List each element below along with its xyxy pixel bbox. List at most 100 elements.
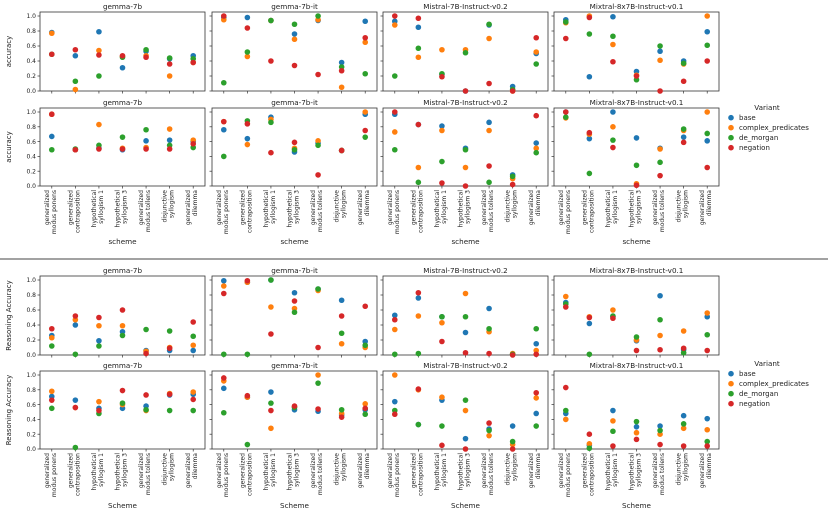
panel-2-1: gemma-7b 0.0 0.2 0.4 0.6 0.8 1.0: [26, 266, 206, 359]
point-base: [486, 119, 492, 126]
point-negation: [72, 313, 79, 319]
x-tick-label: hypothetical: [91, 190, 98, 228]
figure-2: gemma-7b 0.0 0.2 0.4 0.6 0.8 1.0 gemma-7b-it Mis…: [5, 266, 809, 510]
x-tick-label: disjunctive: [676, 453, 683, 486]
x-tick-label: contraposition: [417, 190, 424, 233]
x-tick-label: modus ponens: [565, 453, 572, 497]
x-tick-label: syllogism 1: [270, 453, 277, 487]
point-base: [633, 135, 640, 141]
point-de-morgan: [220, 409, 227, 416]
point-negation: [268, 149, 274, 156]
point-negation: [362, 405, 369, 412]
legend-marker-negation: [728, 144, 734, 151]
x-tick-label: syllogism 1: [270, 190, 277, 224]
point-complex-predicates: [680, 425, 687, 432]
point-de-morgan: [680, 349, 687, 356]
point-negation: [680, 139, 687, 146]
legend-marker-negation: [728, 400, 734, 407]
point-base: [291, 31, 298, 37]
y-tick-label: 1.0: [26, 372, 36, 379]
point-complex-predicates: [439, 319, 445, 326]
point-negation: [439, 338, 445, 345]
point-complex-predicates: [586, 441, 593, 447]
point-negation: [680, 443, 687, 449]
y-tick-label: 0.4: [26, 417, 36, 424]
point-complex-predicates: [439, 46, 445, 53]
panel-2-4: Mixtral-8x7B-Instruct-v0.1: [551, 266, 720, 358]
point-complex-predicates: [190, 389, 197, 395]
x-tick-label: syllogism 1: [441, 190, 448, 224]
x-tick-label: disjunctive: [676, 190, 683, 223]
point-negation: [680, 345, 687, 352]
x-tick-label: generalized: [310, 190, 317, 225]
x-tick-label: dilemma: [706, 190, 713, 217]
point-de-morgan: [268, 400, 274, 406]
point-base: [486, 305, 492, 312]
x-tick-label: generalized: [387, 453, 394, 488]
point-base: [704, 28, 711, 35]
point-negation: [562, 384, 569, 391]
point-de-morgan: [462, 313, 469, 320]
point-de-morgan: [72, 78, 79, 85]
point-complex-predicates: [96, 398, 102, 405]
point-negation: [391, 316, 398, 323]
point-negation: [291, 139, 298, 146]
point-complex-predicates: [48, 388, 55, 395]
point-de-morgan: [486, 21, 492, 28]
point-de-morgan: [657, 427, 663, 434]
point-de-morgan: [657, 316, 663, 323]
point-negation: [244, 392, 251, 399]
point-negation: [462, 183, 469, 189]
point-negation: [72, 404, 79, 411]
point-negation: [244, 121, 251, 127]
y-axis-label: Reasoning Accuracy: [5, 280, 13, 351]
x-tick-label: hypothetical: [434, 453, 441, 491]
point-base: [338, 59, 345, 66]
x-tick-label: generalized: [528, 453, 535, 488]
point-negation: [439, 180, 445, 186]
point-de-morgan: [704, 130, 711, 137]
point-base: [190, 347, 197, 354]
panel-1-2: gemma-7b-it: [209, 2, 378, 94]
point-de-morgan: [415, 421, 422, 428]
point-negation: [633, 436, 640, 443]
point-de-morgan: [486, 427, 492, 434]
point-complex-predicates: [220, 283, 227, 289]
point-negation: [704, 443, 711, 449]
point-de-morgan: [143, 406, 149, 413]
panel-1-4: Mixtral-8x7B-Instruct-v0.1: [551, 2, 720, 94]
point-complex-predicates: [315, 138, 321, 144]
point-complex-predicates: [391, 129, 398, 135]
point-de-morgan: [72, 444, 79, 451]
point-complex-predicates: [704, 109, 711, 115]
x-tick-label: modus tollens: [317, 190, 324, 232]
point-negation: [610, 315, 616, 322]
point-de-morgan: [166, 407, 173, 414]
point-negation: [220, 13, 227, 19]
point-de-morgan: [415, 350, 422, 357]
point-de-morgan: [704, 42, 711, 49]
point-negation: [96, 407, 102, 414]
legend-title: Variant: [754, 359, 780, 368]
point-de-morgan: [562, 407, 569, 414]
point-negation: [657, 441, 663, 448]
point-negation: [391, 109, 398, 115]
point-base: [96, 28, 102, 35]
point-negation: [533, 112, 540, 119]
x-tick-label: syllogism: [341, 453, 348, 481]
point-de-morgan: [680, 126, 687, 132]
point-negation: [562, 304, 569, 310]
x-tick-label: modus tollens: [317, 453, 324, 495]
point-complex-predicates: [704, 13, 711, 19]
point-negation: [119, 307, 126, 313]
point-negation: [338, 67, 345, 74]
point-negation: [291, 62, 298, 69]
point-complex-predicates: [657, 57, 663, 64]
point-base: [610, 13, 616, 20]
point-de-morgan: [220, 79, 227, 86]
point-negation: [315, 71, 321, 78]
point-de-morgan: [610, 33, 616, 40]
point-complex-predicates: [610, 41, 616, 48]
point-negation: [166, 345, 173, 352]
x-tick-label: generalized: [357, 453, 364, 488]
